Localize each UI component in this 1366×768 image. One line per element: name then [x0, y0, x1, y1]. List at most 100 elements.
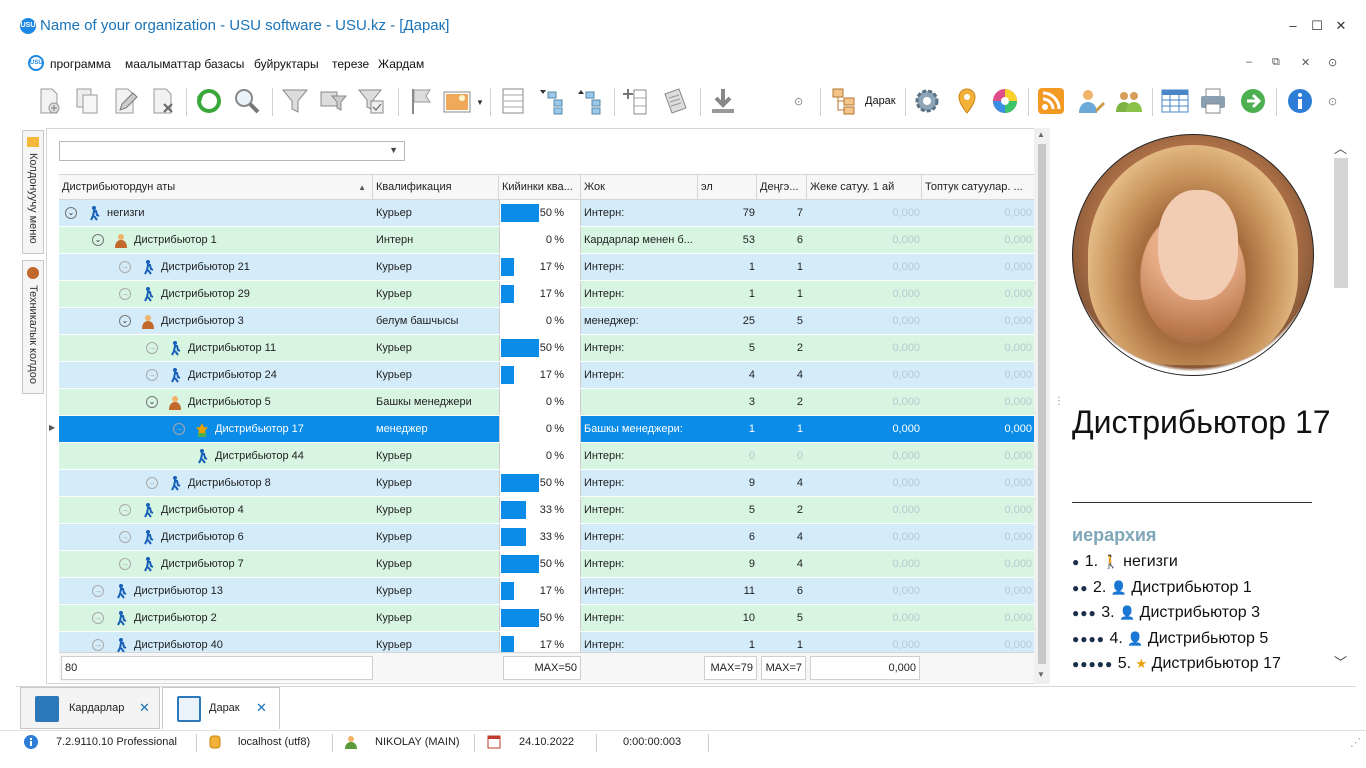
child-close-button[interactable]: ✕ [1301, 57, 1311, 69]
grid-scroll-thumb[interactable] [1038, 144, 1046, 664]
row-expand-icon[interactable]: → [119, 558, 131, 570]
edit-icon[interactable] [110, 86, 140, 116]
search-icon[interactable] [232, 86, 262, 116]
add-icon[interactable] [34, 86, 64, 116]
table-row[interactable]: → Дистрибьютор 24 Курьер 17% Интерн: 4 4 0,000 0… [59, 362, 1034, 389]
scroll-up-icon[interactable]: ︿ [1334, 141, 1348, 156]
table-row[interactable]: → Дистрибьютор 8 Курьер 50% Интерн: 9 4 0,000 0,… [59, 470, 1034, 497]
image-icon[interactable] [442, 86, 472, 116]
table-row[interactable]: → Дистрибьютор 11 Курьер 50% Интерн: 5 2 0,000 0… [59, 335, 1034, 362]
tree-button-label[interactable]: Дарак [865, 95, 896, 107]
col-header-personal-sales[interactable]: Жеке сатуу. 1 ай [807, 175, 922, 200]
chevron-down-icon[interactable]: ▼ [389, 145, 398, 155]
row-collapse-icon[interactable]: ⌄ [146, 396, 158, 408]
tab-user-menu[interactable]: Колдонуучу меню [22, 130, 44, 254]
tree-icon[interactable] [830, 86, 860, 116]
menu-program[interactable]: программа [50, 57, 111, 71]
close-button[interactable]: ✕ [1335, 18, 1347, 33]
table-row[interactable]: → Дистрибьютор 13 Курьер 17% Интерн: 11 6 0,000… [59, 578, 1034, 605]
filter-settings-icon[interactable] [318, 86, 348, 116]
refresh-icon[interactable] [194, 86, 224, 116]
row-collapse-icon[interactable]: ⌄ [65, 207, 77, 219]
child-minimize-button[interactable]: – [1246, 56, 1253, 68]
forward-icon[interactable] [1238, 86, 1268, 116]
table-row[interactable]: → Дистрибьютор 6 Курьер 33% Интерн: 6 4 0,000 0,… [59, 524, 1034, 551]
add-column-icon[interactable] [620, 86, 650, 116]
maximize-button[interactable]: ☐ [1311, 18, 1323, 33]
table-row[interactable]: ⌄ Дистрибьютор 3 белум башчысы 0% менеджер: 2… [59, 308, 1034, 335]
close-icon[interactable]: ✕ [139, 700, 150, 715]
resize-grip-icon[interactable]: ⋰ [1350, 737, 1361, 749]
flag-icon[interactable] [406, 86, 436, 116]
table-row[interactable]: → Дистрибьютор 17 менеджер 0% Башкы менеджер… [59, 416, 1034, 443]
row-expand-icon[interactable]: → [146, 369, 158, 381]
scroll-down-icon[interactable]: ▼ [1037, 670, 1045, 679]
tab-clients[interactable]: Кардарлар ✕ [20, 687, 160, 729]
table-row[interactable]: → Дистрибьютор 4 Курьер 33% Интерн: 5 2 0,000 0,… [59, 497, 1034, 524]
rss-icon[interactable] [1036, 86, 1066, 116]
row-expand-icon[interactable]: → [119, 504, 131, 516]
table-row[interactable]: → Дистрибьютор 7 Курьер 50% Интерн: 9 4 0,000 0,… [59, 551, 1034, 578]
minimize-button[interactable]: – [1289, 18, 1297, 33]
menu-help[interactable]: Жардам [378, 57, 425, 71]
child-restore-button[interactable]: ⧉ [1272, 56, 1280, 68]
row-expand-icon[interactable]: → [92, 585, 104, 597]
user-edit-icon[interactable] [1075, 86, 1105, 116]
row-expand-icon[interactable]: → [146, 477, 158, 489]
col-header-missing[interactable]: Жок [581, 175, 698, 200]
notes-icon[interactable] [660, 86, 690, 116]
row-expand-icon[interactable]: → [92, 612, 104, 624]
row-expand-icon[interactable]: → [146, 342, 158, 354]
grid-vertical-scrollbar[interactable]: ▲ ▼ [1034, 128, 1050, 684]
table-row[interactable]: → Дистрибьютор 2 Курьер 50% Интерн: 10 5 0,000 0… [59, 605, 1034, 632]
users-icon[interactable] [1114, 86, 1144, 116]
row-expand-icon[interactable]: → [119, 531, 131, 543]
location-pin-icon[interactable] [952, 86, 982, 116]
toolbar-extra-icon[interactable]: ⊙ [1328, 96, 1338, 108]
row-expand-icon[interactable]: → [119, 288, 131, 300]
table-row[interactable]: Дистрибьютор 44 Курьер 0% Интерн: 0 0 0,000 0,0… [59, 443, 1034, 470]
scroll-down-icon[interactable]: ﹀ [1334, 655, 1348, 670]
download-icon[interactable] [708, 86, 738, 116]
gear-icon[interactable] [912, 86, 942, 116]
filter-icon[interactable] [280, 86, 310, 116]
close-icon[interactable]: ✕ [256, 700, 267, 715]
row-collapse-icon[interactable]: ⌄ [92, 234, 104, 246]
scroll-up-icon[interactable]: ▲ [1037, 130, 1045, 139]
expand-rows-icon[interactable] [498, 86, 528, 116]
image-dropdown-icon[interactable]: ▼ [476, 98, 484, 107]
table-row[interactable]: ⌄ негизги Курьер 50% Интерн: 79 7 0,000 0,000 [59, 200, 1034, 227]
row-collapse-icon[interactable]: ⌄ [119, 315, 131, 327]
copy-icon[interactable] [72, 86, 102, 116]
tree-collapse-icon[interactable] [576, 86, 606, 116]
col-header-qualification[interactable]: Квалификация [373, 175, 499, 200]
col-header-people[interactable]: эл [698, 175, 757, 200]
info-icon[interactable] [1285, 86, 1315, 116]
menu-commands[interactable]: буйруктары [254, 57, 319, 71]
row-expand-icon[interactable]: → [173, 423, 185, 435]
table-icon[interactable] [1160, 86, 1190, 116]
delete-icon[interactable] [148, 86, 178, 116]
table-row[interactable]: → Дистрибьютор 21 Курьер 17% Интерн: 1 1 0,000 0… [59, 254, 1034, 281]
col-header-next-qualification[interactable]: Кийинки ква... [499, 175, 581, 200]
table-row[interactable]: ⌄ Дистрибьютор 5 Башкы менеджери 0% 3 2 0,000 0… [59, 389, 1034, 416]
col-header-name[interactable]: Дистрибьютордун аты ▲ [59, 175, 373, 200]
detail-scrollbar[interactable]: ︿ ﹀ [1332, 128, 1350, 684]
tree-expand-icon[interactable] [538, 86, 568, 116]
table-row[interactable]: ⌄ Дистрибьютор 1 Интерн 0% Кардарлар менен б… [59, 227, 1034, 254]
tab-tech-support[interactable]: Техникалык колдоо [22, 260, 44, 394]
detail-scroll-thumb[interactable] [1334, 158, 1348, 288]
child-extra-button[interactable]: ⊙ [1328, 57, 1338, 69]
col-header-group-sales[interactable]: Топтук сатуулар. ... [925, 181, 1023, 193]
tab-tree[interactable]: Дарак ✕ [162, 687, 280, 729]
arrow-circle-icon[interactable]: ⊙ [794, 96, 804, 108]
filter-combo[interactable]: ▼ [59, 141, 405, 161]
row-expand-icon[interactable]: → [92, 639, 104, 651]
menu-database[interactable]: маалыматтар базасы [125, 57, 245, 71]
menu-window[interactable]: терезе [332, 57, 370, 71]
color-wheel-icon[interactable] [990, 86, 1020, 116]
filter-clear-icon[interactable] [356, 86, 386, 116]
splitter-handle[interactable]: ⋮ [1054, 396, 1064, 407]
row-expand-icon[interactable]: → [119, 261, 131, 273]
table-row[interactable]: → Дистрибьютор 29 Курьер 17% Интерн: 1 1 0,000 0… [59, 281, 1034, 308]
